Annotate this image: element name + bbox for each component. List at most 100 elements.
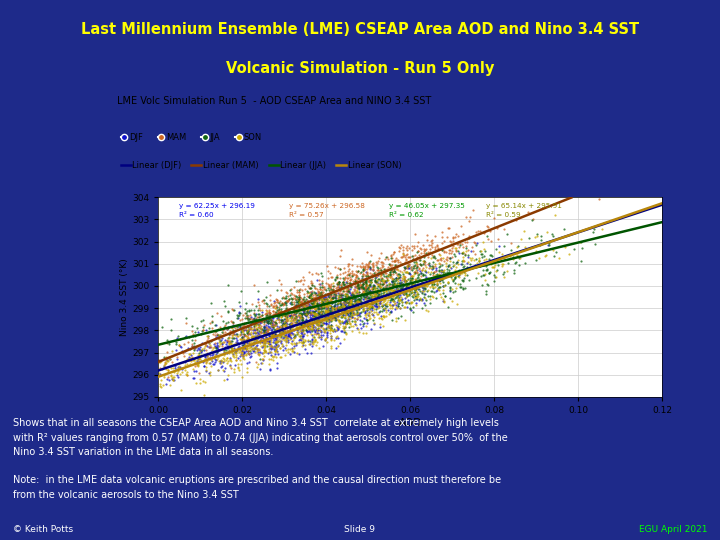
Point xyxy=(314,307,325,316)
Point xyxy=(341,294,352,303)
Point xyxy=(374,281,385,290)
Point xyxy=(447,288,459,296)
Point xyxy=(210,321,221,330)
Point xyxy=(273,341,284,349)
Point xyxy=(295,329,307,338)
Point xyxy=(379,293,390,301)
Point xyxy=(340,295,351,303)
Point xyxy=(334,295,346,304)
Point xyxy=(264,308,276,317)
Point xyxy=(426,274,438,282)
Point xyxy=(317,298,328,306)
Point xyxy=(306,288,318,297)
Point xyxy=(469,239,481,247)
Point xyxy=(461,263,472,272)
Point xyxy=(339,311,351,320)
Point xyxy=(204,342,215,351)
Point xyxy=(159,358,171,367)
Point xyxy=(376,263,387,272)
Point xyxy=(377,258,388,267)
Point xyxy=(390,263,401,272)
Point xyxy=(321,296,333,305)
Point xyxy=(211,355,222,363)
Point xyxy=(188,367,199,375)
Point xyxy=(438,257,450,266)
Point xyxy=(374,292,385,301)
Point xyxy=(436,239,447,247)
Point xyxy=(424,247,436,256)
Point xyxy=(271,327,283,335)
Point xyxy=(267,301,279,310)
Point xyxy=(326,294,338,302)
Point xyxy=(365,295,377,304)
Point xyxy=(464,213,476,222)
Point xyxy=(347,300,359,309)
Point xyxy=(274,322,285,330)
Point xyxy=(338,286,349,295)
Point xyxy=(309,298,320,307)
Point xyxy=(260,327,271,336)
Point xyxy=(382,271,394,279)
Point xyxy=(235,335,246,343)
Point xyxy=(280,323,292,332)
Point xyxy=(297,309,309,318)
Point xyxy=(223,339,235,347)
Point xyxy=(330,310,341,319)
Point xyxy=(378,278,390,287)
Point xyxy=(162,356,174,365)
Point xyxy=(352,294,364,303)
Point xyxy=(498,267,509,276)
Point xyxy=(421,279,433,287)
Point xyxy=(169,362,181,370)
Point xyxy=(321,305,333,313)
Point xyxy=(373,314,384,323)
Point xyxy=(341,292,352,300)
Point xyxy=(418,245,430,253)
Point xyxy=(379,296,390,305)
Point xyxy=(420,285,431,293)
Point xyxy=(358,284,369,292)
Point xyxy=(310,310,321,319)
Point xyxy=(193,344,204,353)
Point xyxy=(228,331,239,340)
Point xyxy=(302,313,314,321)
Point xyxy=(282,297,293,306)
Point xyxy=(294,276,306,285)
Point xyxy=(418,241,429,249)
Point xyxy=(300,301,311,309)
Point xyxy=(360,294,372,302)
Point xyxy=(291,306,302,314)
Point xyxy=(382,301,393,310)
Point xyxy=(258,339,270,347)
Point xyxy=(405,253,416,262)
Point xyxy=(352,281,364,289)
Point xyxy=(485,267,496,276)
Point xyxy=(351,297,363,306)
Point xyxy=(317,272,328,281)
Point xyxy=(254,339,266,347)
Point xyxy=(353,287,364,296)
Point xyxy=(382,286,394,295)
Point xyxy=(380,291,392,299)
Point xyxy=(236,341,248,349)
Point xyxy=(219,342,230,351)
Point xyxy=(297,327,308,336)
Point xyxy=(377,268,389,276)
Point xyxy=(400,277,412,286)
Point xyxy=(364,289,376,298)
Point xyxy=(395,286,406,295)
Point xyxy=(369,295,380,303)
Point xyxy=(367,265,379,274)
Point xyxy=(399,263,410,272)
Point xyxy=(381,289,392,298)
Point xyxy=(308,307,320,316)
Point xyxy=(248,335,259,344)
Point xyxy=(415,249,426,258)
Point xyxy=(219,356,230,365)
Point xyxy=(347,305,359,313)
Point xyxy=(395,294,406,303)
Point xyxy=(349,295,361,304)
Point xyxy=(299,311,310,320)
Point xyxy=(264,332,275,340)
Point xyxy=(248,347,259,355)
